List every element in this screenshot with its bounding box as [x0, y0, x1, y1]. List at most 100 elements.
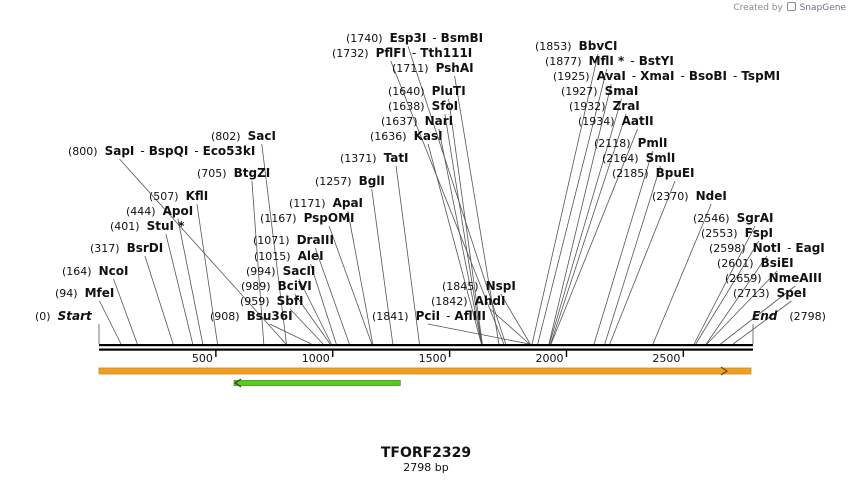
site-position-sfoi: (1638) [388, 100, 425, 113]
leader-stui-star [165, 233, 194, 345]
leader-sapi-bspqi-eco53ki [119, 158, 287, 345]
site-label-ahdi: (1842) AhdI [431, 294, 505, 308]
site-label-text-ndei: (2370) NdeI [652, 189, 727, 203]
site-separator: - [432, 31, 436, 45]
site-label-text-sfoi: (1638) SfoI [388, 99, 458, 113]
site-label-text-end: End (2798) [752, 309, 826, 323]
site-label-nspi: (1845) NspI [442, 279, 516, 293]
site-label-text-esp3i-bsmbi: (1740) Esp3I - BsmBI [346, 31, 483, 45]
site-label-text-smli: (2164) SmlI [602, 151, 675, 165]
enzyme-afliii: AflIII [454, 309, 486, 323]
leader-fspi [695, 240, 760, 345]
ruler: 500 1000 1500 2000 2500 [192, 350, 685, 365]
site-label-smli: (2164) SmlI [602, 151, 675, 165]
site-label-text-bbvci: (1853) BbvCI [535, 39, 617, 53]
enzyme-tth111i: Tth111I [420, 46, 472, 60]
site-labels: (0) Start (94) MfeI (164) NcoI (317) BsrDI (401)… [35, 31, 826, 323]
leader-avai-xmai-bsobi-tspmi [548, 83, 612, 345]
enzyme-xmai: XmaI [640, 69, 674, 83]
site-position-alei: (1015) [254, 250, 291, 263]
site-position-bbvci: (1853) [535, 40, 572, 53]
enzyme-avai: AvaI [597, 69, 626, 83]
enzyme-saci: SacI [248, 129, 276, 143]
enzyme-bsmbi: BsmBI [441, 31, 483, 45]
site-label-text-btgzi: (705) BtgZI [197, 166, 270, 180]
site-position-sacii: (994) [246, 265, 276, 278]
leader-sgrai [693, 225, 756, 345]
site-leaders [98, 45, 796, 345]
site-label-tati: (1371) TatI [340, 151, 409, 165]
site-position-nmeaiii: (2659) [725, 272, 762, 285]
enzyme-smai: SmaI [605, 84, 639, 98]
enzyme-aatii: AatII [622, 114, 654, 128]
leader-bsrdi [144, 255, 174, 345]
enzyme-bsrdi: BsrDI [127, 241, 164, 255]
leader-sacii [298, 278, 332, 345]
site-label-text-draiii: (1071) DraIII [253, 233, 334, 247]
site-label-text-pmli: (2118) PmlI [594, 136, 667, 150]
enzyme-bcivi: BciVI [278, 279, 312, 293]
site-position-esp3i-bsmbi: (1740) [346, 32, 383, 45]
enzyme-tspmi: TspMI [741, 69, 780, 83]
orange-feature-bar [98, 367, 752, 375]
site-label-nari: (1637) NarI [381, 114, 453, 128]
site-label-alei: (1015) AleI [254, 249, 324, 263]
leader-pspomi [328, 225, 373, 345]
features [98, 366, 752, 388]
enzyme-alei: AleI [298, 249, 324, 263]
site-position-sbfi: (959) [240, 295, 270, 308]
leader-nspi [500, 293, 531, 345]
site-label-aatii: (1934) AatII [578, 114, 654, 128]
enzyme-pshai: PshAI [436, 61, 474, 75]
enzyme-draiii: DraIII [297, 233, 334, 247]
leader-bsiei [706, 270, 778, 345]
orange-feature-arrowhead [720, 366, 729, 376]
site-label-end: End (2798) [752, 309, 826, 323]
enzyme-nmeaiii: NmeAIII [769, 271, 822, 285]
site-label-text-apoi: (444) ApoI [126, 204, 193, 218]
enzyme-pflfi: PflFI [376, 46, 406, 60]
site-label-bbvci: (1853) BbvCI [535, 39, 617, 53]
site-position-pshai: (1711) [392, 62, 429, 75]
site-position-smai: (1927) [561, 85, 598, 98]
site-separator: - [446, 309, 450, 323]
site-position-btgzi: (705) [197, 167, 227, 180]
site-position-smli: (2164) [602, 152, 639, 165]
enzyme-end: End [752, 309, 778, 323]
enzyme-mfei: MfeI [85, 286, 115, 300]
site-label-ncoi: (164) NcoI [62, 264, 128, 278]
site-label-text-spei: (2713) SpeI [733, 286, 806, 300]
site-position-pspomi: (1167) [260, 212, 297, 225]
enzyme-bstyi: BstYI [639, 54, 674, 68]
site-label-text-alei: (1015) AleI [254, 249, 324, 263]
enzyme-tati: TatI [384, 151, 409, 165]
leader-spei [732, 300, 792, 345]
leader-pmli [593, 150, 653, 345]
enzyme-ncoi: NcoI [99, 264, 129, 278]
backbone-bottom-strand [99, 348, 753, 351]
site-separator: - [733, 69, 737, 83]
site-position-nspi: (1845) [442, 280, 479, 293]
site-position-ndei: (2370) [652, 190, 689, 203]
snapgene-logo-icon [786, 2, 796, 11]
site-label-bgli: (1257) BglI [315, 174, 385, 188]
site-label-noti-eagi: (2598) NotI - EagI [709, 241, 825, 255]
enzyme-bsu36i: Bsu36I [247, 309, 293, 323]
snapgene-watermark: Created by SnapGene [733, 2, 846, 13]
sequence-title: TFORF2329 [381, 445, 471, 461]
enzyme-bspqi: BspQI [149, 144, 189, 158]
site-position-tati: (1371) [340, 152, 377, 165]
site-label-esp3i-bsmbi: (1740) Esp3I - BsmBI [346, 31, 483, 45]
site-label-text-pflfi-tth111i: (1732) PflFI - Tth111I [332, 46, 472, 60]
site-separator: - [194, 144, 198, 158]
enzyme-zrai: ZraI [613, 99, 640, 113]
site-label-kasi: (1636) KasI [370, 129, 443, 143]
site-label-mfli-star-bstyi: (1877) MflI * - BstYI [545, 54, 674, 68]
enzyme-ahdi: AhdI [475, 294, 506, 308]
site-label-apoi: (444) ApoI [126, 204, 193, 218]
site-label-pluti: (1640) PluTI [388, 84, 466, 98]
site-separator: - [787, 241, 791, 255]
site-label-bcivi: (989) BciVI [241, 279, 312, 293]
site-label-text-nmeaiii: (2659) NmeAIII [725, 271, 822, 285]
leader-pshai [454, 75, 500, 345]
